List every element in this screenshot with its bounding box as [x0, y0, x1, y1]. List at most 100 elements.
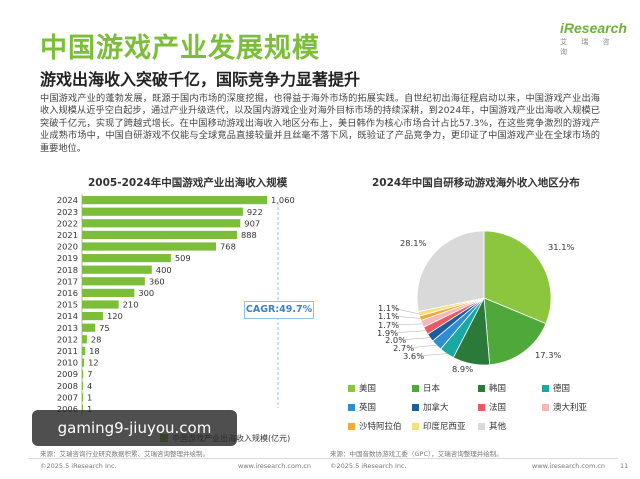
footer-copyright-left: ©2025.5 iResearch Inc.	[40, 462, 117, 470]
pie-leader-line	[390, 330, 426, 334]
bar-2009	[82, 370, 84, 379]
bar-value-label: 7	[87, 369, 92, 379]
pie-legend-item: 美国	[348, 382, 376, 394]
bar-value-label: 509	[175, 253, 191, 263]
logo-text: iResearch	[560, 20, 627, 36]
pie-leader-line	[406, 344, 437, 349]
pie-legend-swatch	[348, 423, 355, 430]
bar-2011	[82, 346, 86, 355]
pie-slice-label: 28.1%	[400, 238, 426, 248]
bar-value-label: 210	[123, 300, 139, 310]
bar-2010	[82, 358, 85, 367]
pie-chart-title: 2024年中国自研移动游戏海外收入地区分布	[372, 177, 580, 189]
pie-slice-label: 1.1%	[378, 303, 399, 313]
bar-value-label: 1	[87, 392, 92, 402]
pie-legend-label: 英国	[359, 403, 377, 413]
pie-legend-label: 德国	[553, 384, 571, 394]
bar-2006	[82, 404, 83, 413]
pie-legend-label: 法国	[489, 403, 507, 413]
pie-legend-swatch	[478, 404, 485, 411]
bar-2014	[82, 312, 103, 321]
pie-legend-swatch	[412, 385, 419, 392]
pie-slice-label: 17.3%	[535, 350, 561, 360]
bar-category-label: 2021	[57, 230, 78, 240]
bar-2015	[82, 300, 119, 309]
bar-2023	[82, 207, 243, 216]
bar-2018	[82, 265, 152, 274]
bar-value-label: 28	[91, 334, 102, 344]
footer-copyright-right: ©2025.5 iResearch Inc.	[330, 462, 407, 470]
pie-legend-swatch	[412, 404, 419, 411]
bar-category-label: 2016	[57, 288, 78, 298]
pie-legend-item: 德国	[542, 382, 570, 394]
bar-category-label: 2007	[57, 392, 78, 402]
bar-value-label: 1	[87, 404, 92, 414]
bar-value-label: 12	[88, 358, 99, 368]
pie-leader-line	[391, 315, 421, 319]
pie-legend-item: 法国	[478, 401, 506, 413]
pie-legend-swatch	[542, 404, 549, 411]
pie-legend-swatch	[412, 423, 419, 430]
pie-slice-label: 1.9%	[377, 328, 398, 338]
bar-2021	[82, 230, 237, 239]
pie-slice-label: 1.1%	[378, 311, 399, 321]
pie-slice-label: 31.1%	[548, 242, 574, 252]
pie-slice-10	[416, 230, 485, 313]
pie-slice-label: 1.7%	[378, 320, 399, 330]
bar-value-label: 75	[99, 323, 110, 333]
pie-leader-line	[391, 323, 423, 326]
iresearch-logo: iResearch 艾 瑞 咨 询	[560, 20, 628, 56]
bar-2019	[82, 254, 171, 263]
bar-category-label: 2022	[57, 218, 78, 228]
bar-category-label: 2008	[57, 381, 78, 391]
pie-legend-item: 印度尼西亚	[412, 420, 466, 432]
pie-slice-label: 3.6%	[403, 351, 424, 361]
pie-legend-item: 加拿大	[412, 401, 449, 413]
bar-category-label: 2010	[57, 358, 78, 368]
bar-category-label: 2006	[57, 404, 78, 414]
cagr-annotation: CAGR:49.7%	[244, 301, 314, 319]
pie-legend-item: 澳大利亚	[542, 401, 587, 413]
pie-slice-label: 2.7%	[393, 343, 414, 353]
page-title: 中国游戏产业发展规模	[40, 33, 320, 64]
bar-2017	[82, 277, 145, 286]
bar-category-label: 2015	[57, 300, 78, 310]
pie-legend-swatch	[542, 385, 549, 392]
bar-category-label: 2011	[57, 346, 78, 356]
bar-2020	[82, 242, 217, 251]
pie-legend-item: 日本	[412, 382, 440, 394]
pie-slice-label: 8.9%	[452, 364, 473, 374]
bar-value-label: 1,060	[271, 195, 295, 205]
pie-slice-label: 2.0%	[385, 335, 406, 345]
bar-category-label: 2024	[57, 195, 78, 205]
pie-leader-line	[391, 307, 419, 315]
bar-value-label: 768	[220, 242, 236, 252]
pie-chart-source: 来源：中国音数协游戏工委（GPC），艾瑞咨询整理并绘制。	[330, 450, 503, 458]
page-subtitle: 游戏出海收入突破千亿，国际竞争力显著提升	[40, 70, 361, 89]
pie-slice-1	[483, 297, 547, 366]
pie-legend-label: 美国	[359, 384, 377, 394]
bar-2024	[82, 196, 267, 205]
bar-category-label: 2020	[57, 242, 78, 252]
bar-value-label: 300	[138, 288, 154, 298]
bar-category-label: 2023	[57, 207, 78, 217]
bar-2008	[82, 381, 83, 390]
logo-subtext: 艾 瑞 咨 询	[560, 38, 616, 56]
bar-value-label: 888	[241, 230, 257, 240]
watermark-banner: gaming9-jiuyou.com	[32, 410, 237, 446]
pie-legend-label: 日本	[423, 384, 441, 394]
pie-legend-label: 其他	[489, 422, 507, 432]
page-number: 11	[620, 462, 629, 470]
pie-legend-label: 沙特阿拉伯	[359, 422, 402, 432]
bar-value-label: 18	[89, 346, 100, 356]
intro-paragraph: 中国游戏产业的蓬勃发展，既源于国内市场的深度挖掘，也得益于海外市场的拓展实践。自…	[40, 93, 600, 154]
footer-site-right: www.iresearch.com.cn	[532, 462, 606, 470]
bar-category-label: 2009	[57, 369, 78, 379]
bar-chart-title: 2005-2024年中国游戏产业出海收入规模	[88, 177, 288, 189]
bar-category-label: 2017	[57, 276, 78, 286]
pie-legend-swatch	[478, 423, 485, 430]
pie-legend-item: 英国	[348, 401, 376, 413]
pie-legend-label: 澳大利亚	[553, 403, 588, 413]
bar-category-label: 2013	[57, 323, 78, 333]
